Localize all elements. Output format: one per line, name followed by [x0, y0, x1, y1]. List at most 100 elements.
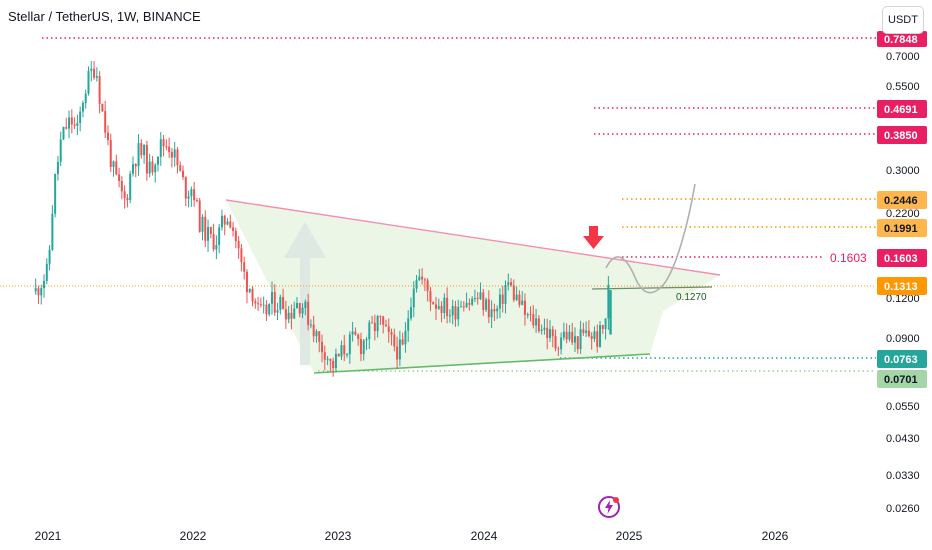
- candle-body: [296, 303, 299, 309]
- price-label: 0.1991: [884, 223, 918, 235]
- price-labels: 0.7848 0.4691 0.3850 0.2446 0.1991 0.160…: [877, 31, 927, 388]
- candle-body: [429, 291, 432, 303]
- x-tick-label: 2024: [471, 529, 498, 543]
- down-arrow-icon: [583, 226, 604, 249]
- candle-body: [240, 248, 243, 263]
- candle-body: [184, 177, 187, 199]
- candle-body: [304, 301, 307, 308]
- candle-body: [368, 322, 371, 340]
- candle-body: [479, 292, 482, 300]
- y-tick-label: 0.0330: [886, 470, 920, 482]
- candle-body: [373, 322, 376, 332]
- candle-body: [37, 288, 40, 296]
- level-lines: [0, 37, 876, 372]
- candle-body: [168, 146, 171, 153]
- currency-button[interactable]: USDT: [882, 6, 924, 34]
- candle-body: [510, 282, 513, 286]
- candle-body: [609, 290, 612, 335]
- candle-body: [426, 280, 429, 292]
- price-badge-0.0763: [877, 350, 927, 368]
- candle-body: [346, 354, 349, 356]
- candle-body: [298, 303, 301, 314]
- x-tick-label: 2023: [325, 529, 352, 543]
- candles: [34, 61, 612, 377]
- candle-body: [423, 279, 426, 281]
- candle-body: [435, 304, 438, 309]
- candle-body: [162, 139, 165, 147]
- candle-body: [334, 353, 337, 369]
- candle-body: [493, 309, 496, 312]
- candle-body: [262, 304, 265, 306]
- candle-body: [59, 139, 62, 162]
- candle-body: [279, 296, 282, 310]
- candle-body: [521, 300, 524, 305]
- candle-body: [248, 288, 251, 293]
- candle-body: [557, 348, 560, 350]
- candle-body: [601, 325, 604, 329]
- candle-body: [607, 284, 610, 319]
- candle-body: [454, 306, 457, 320]
- candle-body: [45, 263, 48, 281]
- candle-body: [540, 329, 543, 331]
- candle-body: [131, 164, 134, 174]
- candle-body: [485, 299, 488, 310]
- candle-body: [490, 309, 493, 318]
- candle-body: [151, 161, 154, 173]
- candle-body: [101, 103, 104, 112]
- candle-body: [354, 331, 357, 335]
- candle-body: [195, 200, 198, 202]
- candle-body: [321, 341, 324, 353]
- candle-body: [93, 68, 96, 78]
- chart-title: Stellar / TetherUS, 1W, BINANCE: [8, 9, 201, 24]
- candle-body: [412, 288, 415, 308]
- y-tick-label: 0.3000: [886, 165, 920, 177]
- candle-body: [548, 329, 551, 339]
- candle-body: [134, 164, 137, 167]
- candle-body: [159, 139, 162, 157]
- candle-body: [387, 326, 390, 333]
- candle-body: [515, 294, 518, 300]
- candle-body: [243, 262, 246, 272]
- candle-body: [68, 117, 71, 129]
- candle-body: [220, 215, 223, 228]
- candle-body: [526, 314, 529, 316]
- candle-body: [504, 285, 507, 304]
- candle-body: [43, 280, 46, 289]
- candle-body: [518, 294, 521, 305]
- candle-body: [154, 164, 157, 173]
- candle-body: [254, 301, 257, 304]
- price-label: 0.4691: [884, 104, 918, 116]
- price-badge-0.1603: [877, 249, 927, 267]
- candle-body: [232, 227, 235, 231]
- candle-body: [384, 324, 387, 327]
- lightning-logo-icon[interactable]: [597, 495, 621, 519]
- candle-body: [81, 102, 84, 112]
- price-badge-0.1991: [877, 219, 927, 237]
- y-tick-label: 0.5500: [886, 81, 920, 93]
- candle-body: [443, 297, 446, 313]
- target-line-0.1270: [591, 286, 713, 290]
- candle-body: [562, 331, 565, 338]
- candle-body: [501, 294, 504, 304]
- candle-body: [173, 149, 176, 158]
- candle-body: [54, 173, 57, 214]
- candle-body: [157, 156, 160, 165]
- candle-body: [599, 325, 602, 347]
- candle-body: [118, 174, 121, 181]
- candle-body: [257, 303, 260, 305]
- candle-body: [329, 358, 332, 361]
- y-tick-label: 0.1200: [886, 293, 920, 305]
- y-tick-label: 0.0260: [886, 503, 920, 515]
- candle-body: [79, 111, 82, 123]
- triangle-pattern-area: [226, 200, 720, 373]
- candle-body: [343, 345, 346, 355]
- x-tick-label: 2026: [762, 529, 789, 543]
- candle-body: [473, 298, 476, 300]
- candle-body: [407, 318, 410, 331]
- candle-body: [237, 241, 240, 249]
- candle-body: [290, 312, 293, 319]
- candle-body: [245, 271, 248, 293]
- price-badge-0.4691: [877, 100, 927, 118]
- candle-body: [471, 298, 474, 305]
